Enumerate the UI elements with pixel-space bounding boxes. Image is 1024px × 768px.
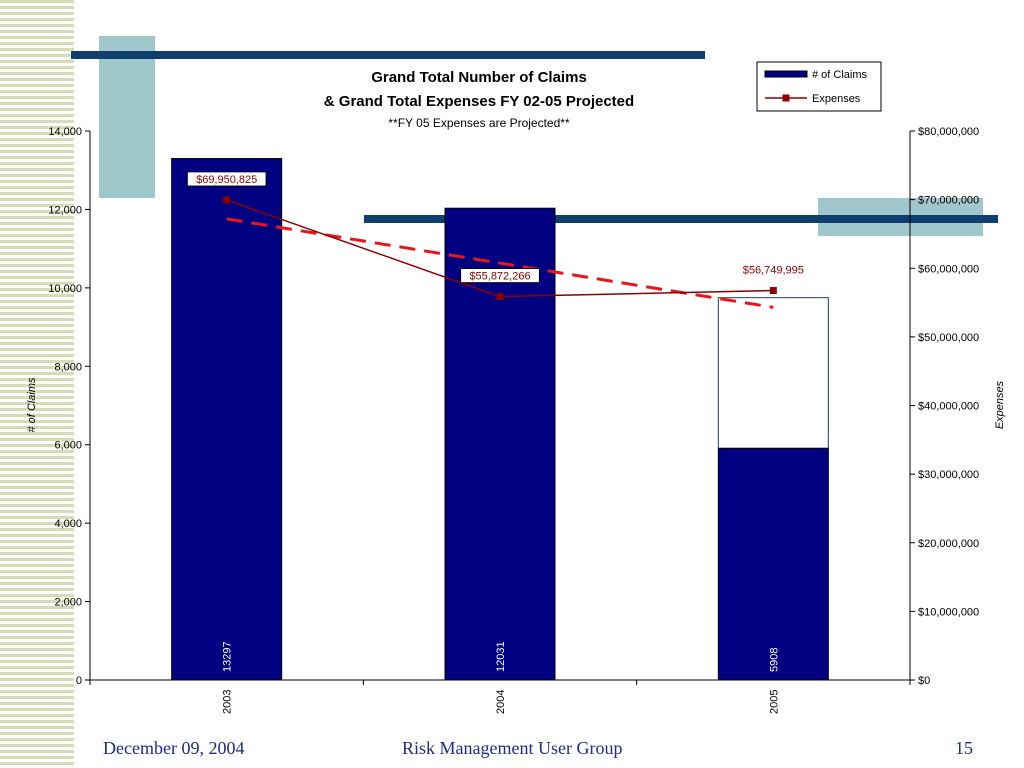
bars-group: 13297 12031 5908 xyxy=(171,158,829,681)
right-tick-label: $70,000,000 xyxy=(918,195,979,207)
footer-date: December 09, 2004 xyxy=(103,738,245,758)
right-tick-label: $40,000,000 xyxy=(918,401,979,413)
legend-claims-label: # of Claims xyxy=(812,69,868,81)
decorative-stripes xyxy=(0,0,74,768)
right-ticks-group: $0 $10,000,000 $20,000,000 $30,000,000 $40,0… xyxy=(910,126,979,687)
left-tick-label: 10,000 xyxy=(48,283,82,295)
right-tick-label: $0 xyxy=(918,675,930,687)
expenses-line-group: $69,950,825 $55,872,266 $56,749,995 xyxy=(186,171,804,301)
right-tick-label: $30,000,000 xyxy=(918,469,979,481)
projected-claims-box xyxy=(717,297,829,449)
expenses-label-2005: $56,749,995 xyxy=(743,265,804,277)
y-axis-label-right: Expenses xyxy=(994,380,1006,429)
claims-bar-2003 xyxy=(171,158,283,681)
right-tick-label: $60,000,000 xyxy=(918,263,979,275)
footer-group: Risk Management User Group xyxy=(402,738,623,758)
decorative-teal-block-left xyxy=(99,36,155,198)
y-axis-label-left: # of Claims xyxy=(26,377,38,433)
legend-expenses-marker xyxy=(782,94,790,102)
left-ticks-group: 0 2,000 4,000 6,000 8,000 10,000 12,000 14,000 xyxy=(48,126,90,687)
left-tick-label: 8,000 xyxy=(54,361,82,373)
left-tick-label: 2,000 xyxy=(54,597,82,609)
legend-box xyxy=(756,61,882,112)
right-tick-label: $50,000,000 xyxy=(918,332,979,344)
x-tick-label-2004: 2004 xyxy=(495,690,507,714)
x-tick-label-2005: 2005 xyxy=(768,690,780,714)
x-tick-label-2003: 2003 xyxy=(222,690,234,714)
claims-bar-label-2005: 5908 xyxy=(768,648,780,672)
expenses-marker-2003 xyxy=(223,196,231,204)
chart-subtitle: **FY 05 Expenses are Projected** xyxy=(388,116,570,130)
legend-expenses-label: Expenses xyxy=(812,93,861,105)
right-tick-label: $80,000,000 xyxy=(918,126,979,138)
decorative-blue-bar-middle xyxy=(364,215,998,223)
expenses-label-box-2003 xyxy=(186,171,267,187)
legend-claims-swatch xyxy=(764,70,808,78)
expenses-label-box-2004 xyxy=(460,268,540,283)
chart-title: Grand Total Number of Claims xyxy=(371,69,587,86)
decorative-blue-bar-top xyxy=(71,51,705,59)
expenses-label-2003: $69,950,825 xyxy=(196,174,257,186)
chart-title-line2: & Grand Total Expenses FY 02-05 Projecte… xyxy=(324,93,634,110)
claims-bar-label-2003: 13297 xyxy=(222,641,234,672)
claims-bar-2005 xyxy=(717,447,829,681)
expenses-marker-2004 xyxy=(496,293,504,301)
left-tick-label: 0 xyxy=(76,675,82,687)
claims-bar-label-2004: 12031 xyxy=(495,641,507,672)
legend: # of Claims Expenses xyxy=(756,61,882,112)
x-ticks-group: 2003 2004 2005 xyxy=(89,680,911,714)
footer-page-number: 15 xyxy=(955,738,973,758)
left-tick-label: 12,000 xyxy=(48,204,82,216)
expenses-marker-2005 xyxy=(769,287,777,295)
left-tick-label: 6,000 xyxy=(54,440,82,452)
left-tick-label: 14,000 xyxy=(48,126,82,138)
right-tick-label: $20,000,000 xyxy=(918,538,979,550)
left-tick-label: 4,000 xyxy=(54,518,82,530)
right-tick-label: $10,000,000 xyxy=(918,606,979,618)
expenses-label-2004: $55,872,266 xyxy=(469,271,530,283)
